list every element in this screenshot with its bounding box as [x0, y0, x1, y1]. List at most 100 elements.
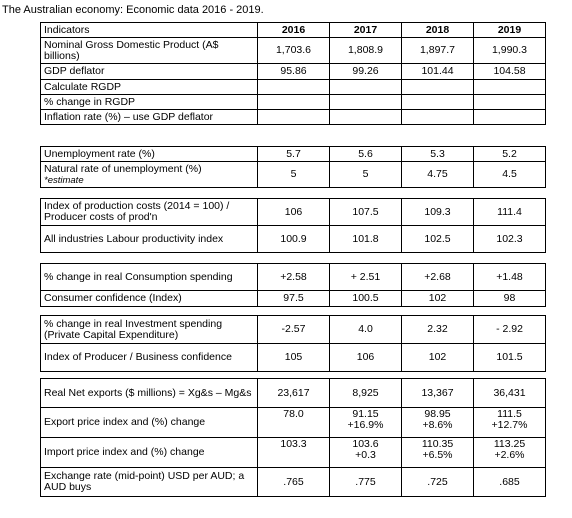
row-label: All industries Labour productivity index: [40, 225, 258, 253]
cell-value: 1,808.9: [329, 37, 402, 64]
row-label: Exchange rate (mid-point) USD per AUD; a…: [40, 467, 258, 497]
cell-value: +2.58: [257, 263, 330, 291]
cell-value: 107.5: [329, 198, 402, 226]
cell-value: 101.5: [473, 343, 546, 372]
cell-value: 110.35 +6.5%: [401, 437, 474, 468]
cell-value: 105: [257, 343, 330, 372]
row-label-text: Natural rate of unemployment (%): [44, 162, 202, 175]
row-label: Import price index and (%) change: [40, 437, 258, 468]
cell-value: 4.75: [401, 161, 474, 188]
cell-value: 102: [401, 343, 474, 372]
table-row: % change in real Investment spending (Pr…: [40, 315, 546, 344]
cell-empty: [401, 109, 474, 125]
cell-value: .685: [473, 467, 546, 497]
table-row: Exchange rate (mid-point) USD per AUD; a…: [40, 467, 546, 497]
cell-empty: [473, 94, 546, 110]
cell-value: 99.26: [329, 63, 402, 80]
table-row: Unemployment rate (%) 5.7 5.6 5.3 5.2: [40, 146, 546, 162]
table-row: All industries Labour productivity index…: [40, 225, 546, 253]
cell-value: 111.5 +12.7%: [473, 407, 546, 438]
cell-value: -2.57: [257, 315, 330, 344]
row-label: Consumer confidence (Index): [40, 290, 258, 307]
cell-value: .725: [401, 467, 474, 497]
cell-value: 2.32: [401, 315, 474, 344]
cell-value: 5.6: [329, 146, 402, 162]
cell-value: 106: [257, 198, 330, 226]
cell-empty: [257, 94, 330, 110]
cell-value: .775: [329, 467, 402, 497]
cell-value: 104.58: [473, 63, 546, 80]
cell-value: 103.6 +0.3: [329, 437, 402, 468]
cell-value: 36,431: [473, 378, 546, 408]
cell-empty: [329, 79, 402, 95]
row-label: GDP deflator: [40, 63, 258, 80]
header-year: 2019: [473, 22, 546, 38]
row-label: Natural rate of unemployment (%) *estimat…: [40, 161, 258, 188]
cell-value: 8,925: [329, 378, 402, 408]
cell-value: +2.68: [401, 263, 474, 291]
header-year: 2017: [329, 22, 402, 38]
cell-value: 109.3: [401, 198, 474, 226]
cell-empty: [329, 94, 402, 110]
table-row: Calculate RGDP: [40, 79, 546, 95]
header-year: 2018: [401, 22, 474, 38]
cell-value: 113.25 +2.6%: [473, 437, 546, 468]
table-row: GDP deflator 95.86 99.26 101.44 104.58: [40, 63, 546, 80]
cell-value: 106: [329, 343, 402, 372]
table-section-production: Index of production costs (2014 = 100) /…: [40, 198, 546, 253]
cell-value: 91.15 +16.9%: [329, 407, 402, 438]
table-row: % change in RGDP: [40, 94, 546, 110]
table-row: Natural rate of unemployment (%) *estimat…: [40, 161, 546, 188]
cell-value: 5.3: [401, 146, 474, 162]
table-section-consumption: % change in real Consumption spending +2…: [40, 263, 546, 307]
cell-empty: [401, 94, 474, 110]
cell-empty: [329, 109, 402, 125]
table-row: Consumer confidence (Index) 97.5 100.5 1…: [40, 290, 546, 307]
row-label: Export price index and (%) change: [40, 407, 258, 438]
table-row: % change in real Consumption spending +2…: [40, 263, 546, 291]
table-row: Import price index and (%) change 103.3 …: [40, 437, 546, 468]
cell-value: 102: [401, 290, 474, 307]
cell-value: 98.95 +8.6%: [401, 407, 474, 438]
table-section-trade: Real Net exports ($ millions) = Xg&s – M…: [40, 378, 546, 497]
table-row: Real Net exports ($ millions) = Xg&s – M…: [40, 378, 546, 408]
row-label: % change in RGDP: [40, 94, 258, 110]
table-header-row: Indicators 2016 2017 2018 2019: [40, 22, 546, 38]
cell-value: +1.48: [473, 263, 546, 291]
cell-value: .765: [257, 467, 330, 497]
table-row: Export price index and (%) change 78.0 9…: [40, 407, 546, 438]
cell-value: 23,617: [257, 378, 330, 408]
row-label: Calculate RGDP: [40, 79, 258, 95]
header-year: 2016: [257, 22, 330, 38]
cell-value: 97.5: [257, 290, 330, 307]
cell-value: 95.86: [257, 63, 330, 80]
cell-empty: [401, 79, 474, 95]
table-row: Nominal Gross Domestic Product (A$ billi…: [40, 37, 546, 64]
cell-value: 5.7: [257, 146, 330, 162]
cell-empty: [473, 109, 546, 125]
cell-value: 101.44: [401, 63, 474, 80]
cell-value: 4.5: [473, 161, 546, 188]
cell-value: 1,703.6: [257, 37, 330, 64]
cell-value: 111.4: [473, 198, 546, 226]
row-sublabel: *estimate: [44, 174, 84, 186]
cell-value: - 2.92: [473, 315, 546, 344]
cell-value: 13,367: [401, 378, 474, 408]
table-section-unemployment: Unemployment rate (%) 5.7 5.6 5.3 5.2 Na…: [40, 146, 546, 188]
table-row: Index of production costs (2014 = 100) /…: [40, 198, 546, 226]
header-indicators: Indicators: [40, 22, 258, 38]
cell-value: 103.3: [257, 437, 330, 468]
row-label: Nominal Gross Domestic Product (A$ billi…: [40, 37, 258, 64]
cell-value: 4.0: [329, 315, 402, 344]
cell-value: 5: [329, 161, 402, 188]
row-label: Inflation rate (%) – use GDP deflator: [40, 109, 258, 125]
page-title: The Australian economy: Economic data 20…: [2, 4, 264, 16]
cell-value: 102.5: [401, 225, 474, 253]
row-label: % change in real Investment spending (Pr…: [40, 315, 258, 344]
cell-empty: [257, 79, 330, 95]
cell-empty: [473, 79, 546, 95]
cell-value: 1,990.3: [473, 37, 546, 64]
row-label: Unemployment rate (%): [40, 146, 258, 162]
row-label: Index of Producer / Business confidence: [40, 343, 258, 372]
cell-value: 1,897.7: [401, 37, 474, 64]
